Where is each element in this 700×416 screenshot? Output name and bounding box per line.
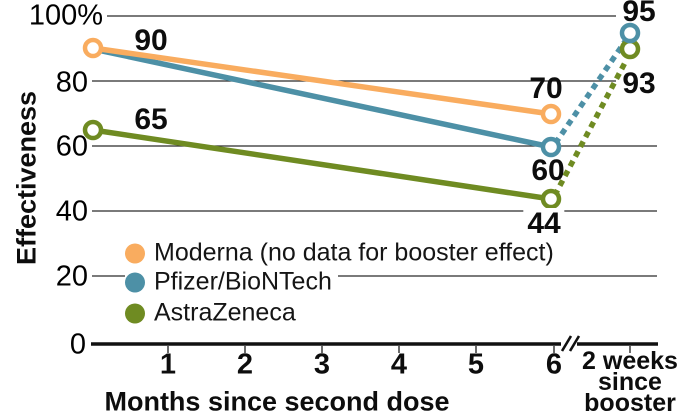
astrazeneca-line [92, 127, 552, 202]
point-astrazeneca-booster [619, 38, 641, 60]
moderna-marker-icon [125, 243, 145, 263]
point-moderna-month6 [540, 103, 562, 125]
value-label-pfizer-60: 60 [531, 154, 565, 187]
moderna-line [92, 45, 552, 117]
booster-axis-label: 2 weeks since booster [582, 347, 678, 416]
axis-break-slash-2 [568, 335, 581, 352]
x-tick-1: 1 [159, 348, 177, 381]
astrazeneca-marker-icon [125, 303, 145, 323]
booster-axis-label-line-1: 2 weeks [582, 347, 678, 375]
x-axis-title: Months since second dose [104, 386, 450, 416]
y-tick-0: 0 [69, 328, 86, 361]
x-tick-3: 3 [313, 348, 331, 381]
axis-break-slash-1 [560, 335, 573, 352]
y-tick-80: 80 [55, 66, 88, 99]
legend-label-astrazeneca: AstraZeneca [154, 298, 296, 327]
astrazeneca-booster-line [552, 53, 632, 197]
booster-axis-label-line-2: since [598, 368, 662, 396]
y-tick-40: 40 [55, 195, 88, 228]
legend-item-pfizer: Pfizer/BioNTech [125, 267, 338, 297]
y-tick-100: 100% [28, 0, 103, 32]
value-label-start-90: 90 [134, 24, 168, 57]
point-astrazeneca-month0 [82, 119, 104, 141]
y-axis-title: Effectiveness [11, 90, 42, 266]
y-tick-60: 60 [55, 130, 88, 163]
x-tick-5: 5 [467, 348, 485, 381]
value-label-astrazeneca-65: 65 [134, 103, 168, 136]
point-pfizer-booster [619, 22, 641, 44]
booster-axis-label-line-3: booster [584, 389, 676, 416]
pfizer-marker-icon [125, 272, 145, 292]
y-tick-20: 20 [55, 260, 88, 293]
value-label-astrazeneca-booster-93: 93 [622, 67, 656, 100]
x-tick-2: 2 [236, 348, 254, 381]
point-moderna-month0 [82, 37, 104, 59]
value-label-moderna-70: 70 [529, 72, 563, 105]
legend-item-moderna: Moderna (no data for booster effect) [125, 238, 560, 268]
x-tick-4: 4 [390, 348, 408, 381]
pfizer-booster-line [553, 36, 630, 145]
value-label-pfizer-booster-95: 95 [622, 0, 656, 28]
value-label-astrazeneca-44: 44 [523, 208, 565, 240]
legend-label-pfizer: Pfizer/BioNTech [154, 267, 332, 296]
point-astrazeneca-month6 [540, 188, 562, 210]
pfizer-line [92, 46, 552, 150]
x-tick-6: 6 [545, 348, 563, 381]
legend-label-moderna: Moderna (no data for booster effect) [154, 238, 554, 267]
point-pfizer-month6 [540, 136, 562, 158]
legend-item-astrazeneca: AstraZeneca [125, 298, 302, 328]
